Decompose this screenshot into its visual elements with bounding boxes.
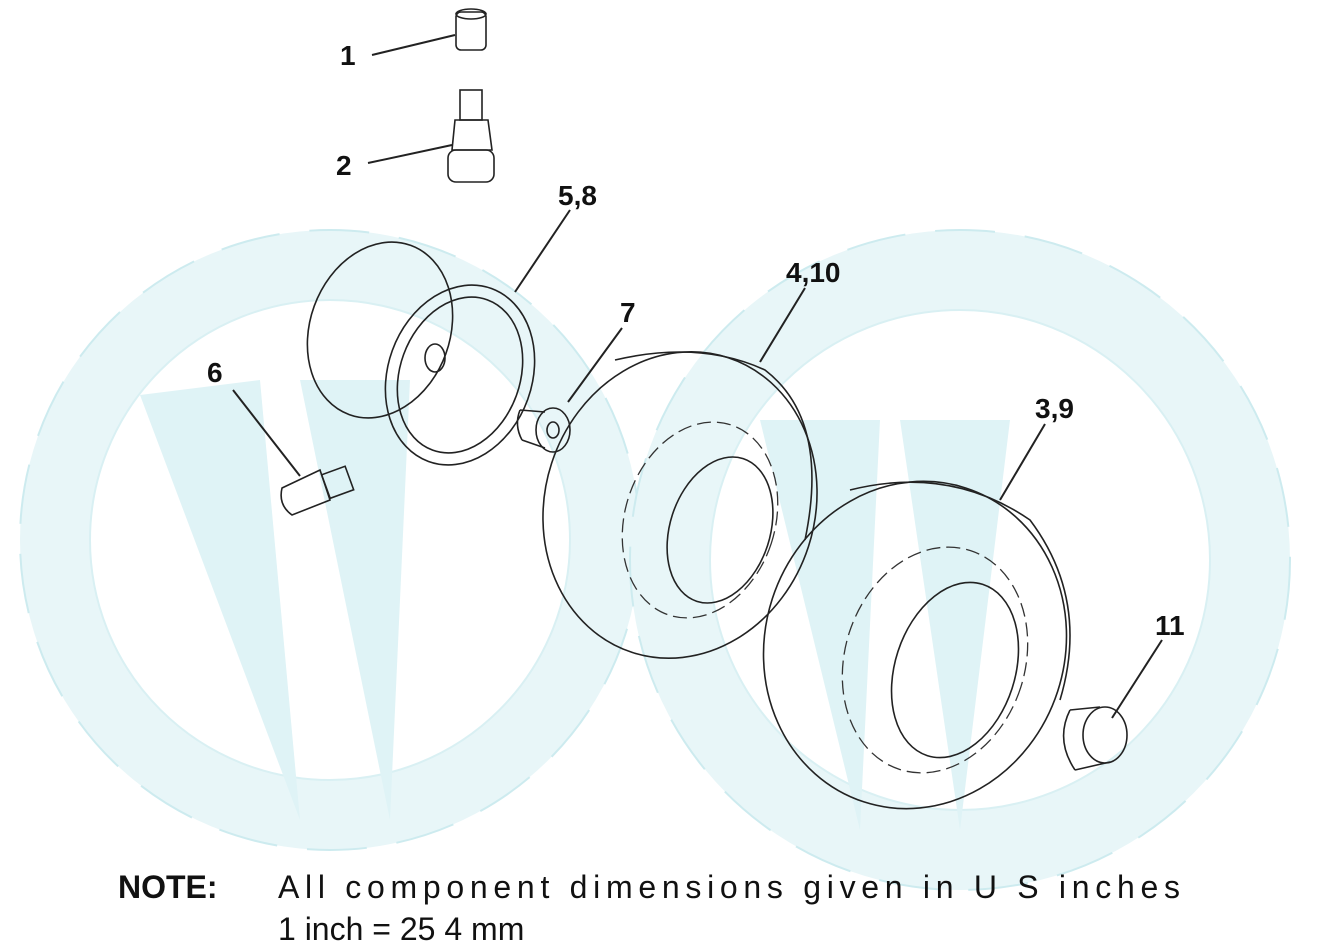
diagram: 1 2 5,8 4,10 7 6 3,9 11 NOTE: All compon…: [0, 0, 1321, 952]
callout: 2: [336, 150, 352, 181]
callout: 5,8: [558, 180, 597, 211]
watermark: [20, 230, 1290, 890]
callout: 6: [207, 357, 223, 388]
callout: 7: [620, 297, 636, 328]
note-heading: NOTE:: [118, 869, 218, 905]
callout: 3,9: [1035, 393, 1074, 424]
note-line: 1 inch = 25 4 mm: [278, 911, 524, 947]
callout: 11: [1155, 610, 1185, 641]
callout: 4,10: [786, 257, 841, 288]
callout: 1: [340, 40, 356, 71]
note-line: All component dimensions given in U S in…: [278, 869, 1180, 905]
